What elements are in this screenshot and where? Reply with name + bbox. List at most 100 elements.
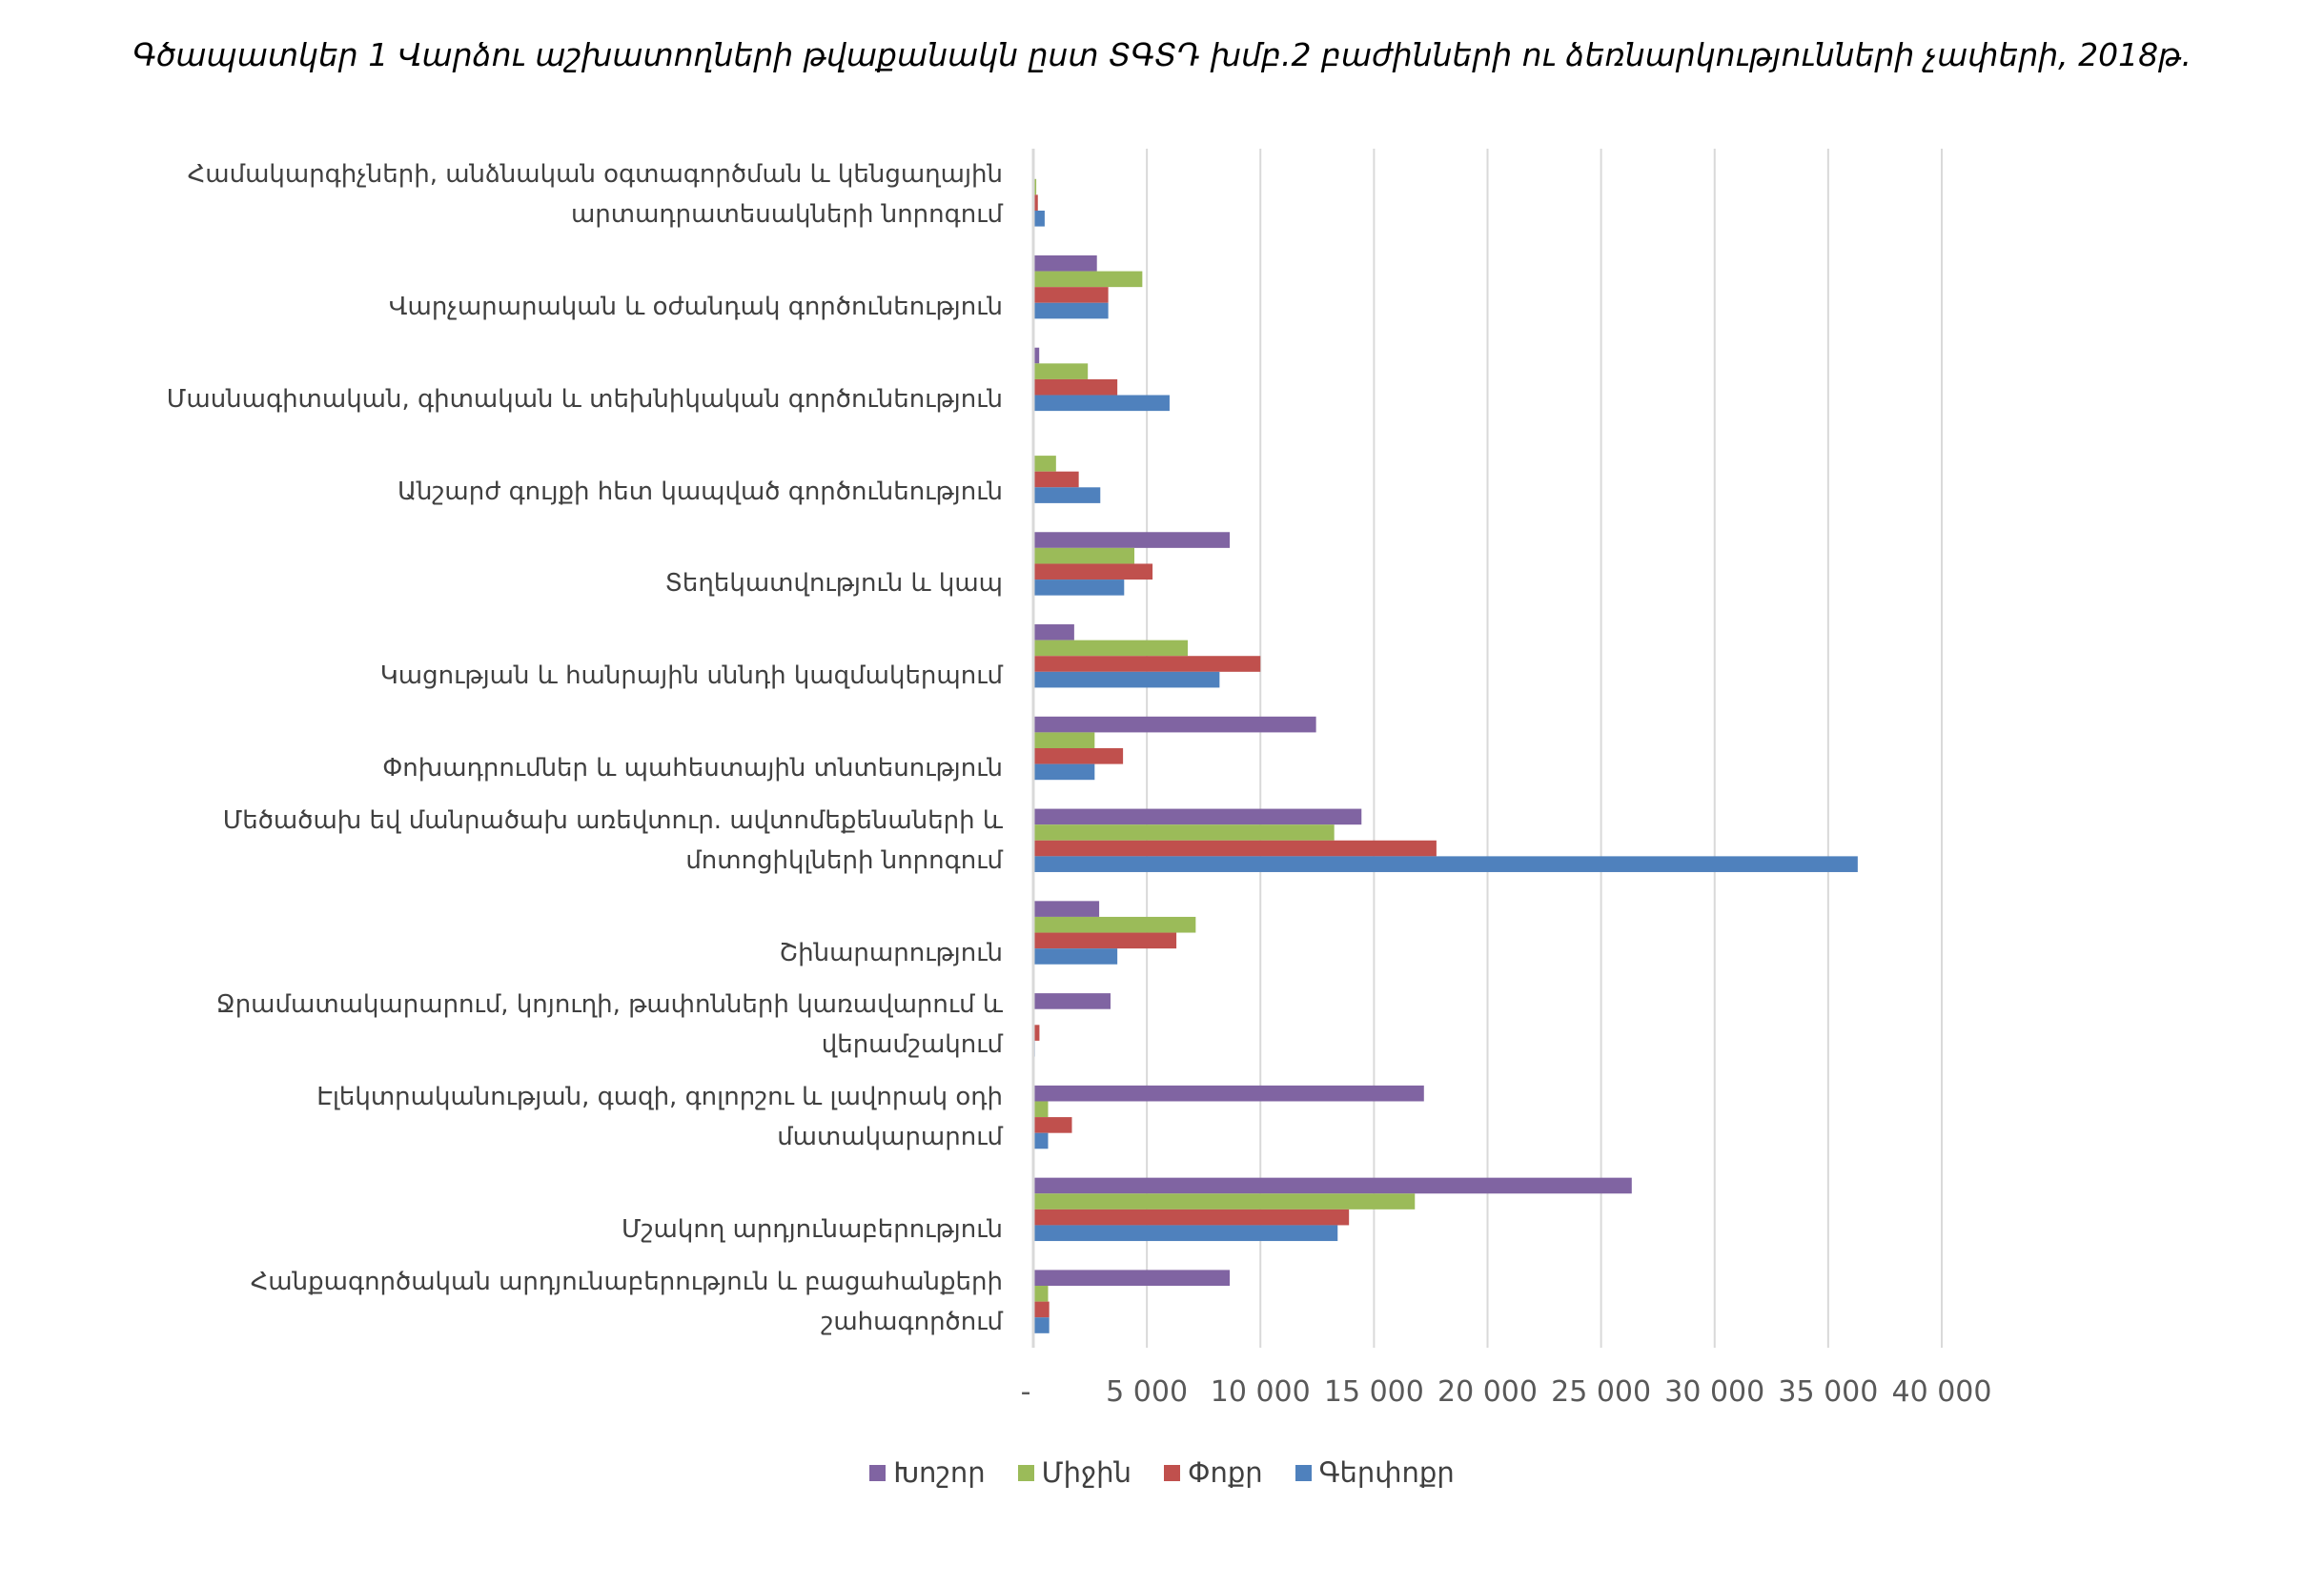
- category-label-line: մատակարարում: [777, 1123, 1003, 1152]
- category-label: Վարչարարական և օժանդակ գործունեություն: [50, 247, 1003, 327]
- x-tick-label: -: [1020, 1375, 1031, 1409]
- legend-label: Փոքր: [1187, 1456, 1263, 1489]
- bar-4: [1033, 1132, 1049, 1149]
- x-tick-label: 10 000: [1210, 1375, 1311, 1409]
- x-tick-label: 5 000: [1106, 1375, 1189, 1409]
- category-label-line: Ջրամատակարարում, կոյուղի, թափոնների կառա…: [215, 990, 1003, 1020]
- bar-1: [1033, 808, 1362, 825]
- bar-2: [1033, 456, 1056, 472]
- bar-1: [1033, 716, 1316, 733]
- legend-item: Փոքր: [1163, 1456, 1263, 1489]
- x-tick-label: 35 000: [1778, 1375, 1879, 1409]
- bar-2: [1033, 271, 1143, 288]
- bar-1: [1033, 532, 1231, 548]
- category-label-line: Անշարժ գույքի հետ կապված գործունեություն: [398, 477, 1003, 506]
- bar-1: [1033, 624, 1074, 640]
- category-label-line: Վարչարարական և օժանդակ գործունեություն: [388, 293, 1003, 322]
- category-label-line: Փոխադրումներ և պահեստային տնտեսություն: [382, 754, 1003, 783]
- bar-2: [1033, 1286, 1049, 1302]
- category-label-line: արտադրատեսակների նորոգում: [570, 200, 1003, 230]
- category-label-line: Մշակող արդյունաբերություն: [622, 1214, 1003, 1244]
- category-label-line: շահագործում: [821, 1307, 1003, 1336]
- category-label: Փոխադրումներ և պահեստային տնտեսություն: [50, 708, 1003, 788]
- bar-3: [1033, 563, 1153, 580]
- legend-label: Միջին: [1041, 1456, 1131, 1489]
- category-label-line: վերամշակում: [821, 1030, 1003, 1060]
- category-group: [1033, 901, 1196, 965]
- category-group: [1033, 993, 1111, 1057]
- category-label: Մասնագիտական, գիտական և տեխնիկական գործո…: [50, 339, 1003, 419]
- legend: Խոշոր Միջին Փոքր Գերփոքր: [0, 1456, 2324, 1489]
- x-tick-label: 25 000: [1551, 1375, 1652, 1409]
- category-group: [1033, 624, 1261, 688]
- bar-3: [1033, 194, 1038, 211]
- bar-1: [1033, 1177, 1632, 1194]
- category-label-line: Մասնագիտական, գիտական և տեխնիկական գործո…: [166, 384, 1003, 414]
- bar-3: [1033, 1117, 1072, 1133]
- bar-1: [1033, 993, 1111, 1009]
- legend-label: Գերփոքր: [1318, 1456, 1455, 1489]
- legend-swatch-icon: [1017, 1464, 1034, 1481]
- bar-3: [1033, 932, 1177, 949]
- x-tick-label: 20 000: [1437, 1375, 1538, 1409]
- category-label: Տեղեկատվություն և կապ: [50, 523, 1003, 603]
- category-label-line: Էլեկտրականության, գազի, գոլորշու և լավոր…: [316, 1083, 1003, 1112]
- category-label-line: Հանքագործական արդյունաբերություն և բացահ…: [250, 1267, 1003, 1296]
- bar-2: [1033, 178, 1037, 195]
- legend-item: Գերփոքր: [1295, 1456, 1455, 1489]
- bar-4: [1033, 302, 1109, 319]
- category-label-line: Կացության և հանրային սննդի կազմակերպում: [379, 661, 1003, 691]
- category-label-line: Տեղեկատվություն և կապ: [664, 569, 1003, 599]
- category-label: Մեծածախ եվ մանրածախ առեվտուր. ավտոմեքենա…: [50, 801, 1003, 881]
- bar-4: [1033, 1225, 1338, 1242]
- category-label: Համակարգիչների, անձնական օգտագործման և կ…: [50, 154, 1003, 234]
- category-label: Էլեկտրականության, գազի, գոլորշու և լավոր…: [50, 1077, 1003, 1157]
- bar-3: [1033, 1301, 1050, 1318]
- category-group: [1033, 1085, 1424, 1149]
- bar-3: [1033, 471, 1079, 488]
- legend-item: Խոշոր: [869, 1456, 986, 1489]
- x-tick-label: 15 000: [1323, 1375, 1424, 1409]
- bar-3: [1033, 378, 1118, 396]
- category-label-line: մոտոցիկլների նորոգում: [685, 845, 1003, 875]
- legend-item: Միջին: [1017, 1456, 1131, 1489]
- legend-swatch-icon: [1163, 1464, 1180, 1481]
- bar-3: [1033, 1209, 1350, 1226]
- bar-4: [1033, 210, 1045, 227]
- chart-title: Գծապատկեր 1 Վարձու աշխատողների թվաքանակն…: [133, 36, 2191, 73]
- bar-4: [1033, 856, 1858, 872]
- bar-2: [1033, 824, 1335, 841]
- bar-1: [1033, 1085, 1424, 1102]
- bar-4: [1033, 671, 1220, 688]
- bar-3: [1033, 748, 1124, 764]
- bar-3: [1033, 287, 1109, 303]
- bar-4: [1033, 948, 1118, 965]
- category-group: [1033, 1270, 1231, 1333]
- bar-4: [1033, 1317, 1050, 1333]
- bar-4: [1033, 395, 1170, 412]
- legend-swatch-icon: [1295, 1464, 1312, 1481]
- category-group: [1033, 347, 1170, 412]
- bar-2: [1033, 363, 1089, 379]
- category-label: Մշակող արդյունաբերություն: [50, 1169, 1003, 1250]
- x-tick-label: 40 000: [1891, 1375, 1992, 1409]
- bar-1: [1033, 254, 1097, 272]
- x-tick-label: 30 000: [1664, 1375, 1765, 1409]
- category-group: [1033, 178, 1045, 227]
- legend-swatch-icon: [869, 1464, 887, 1481]
- category-label-line: Շինարարություն: [779, 938, 1003, 967]
- category-group: [1033, 532, 1231, 596]
- bar-2: [1033, 1193, 1416, 1210]
- bar-4: [1033, 487, 1101, 503]
- bar-4: [1033, 580, 1125, 596]
- bar-3: [1033, 1025, 1040, 1041]
- bar-3: [1033, 656, 1261, 672]
- bar-4: [1033, 763, 1095, 781]
- category-label-line: Համակարգիչների, անձնական օգտագործման և կ…: [187, 160, 1003, 190]
- category-label: Անշարժ գույքի հետ կապված գործունեություն: [50, 432, 1003, 512]
- bar-2: [1033, 547, 1135, 564]
- bar-2: [1033, 1101, 1049, 1118]
- category-group: [1033, 808, 1858, 872]
- category-group: [1033, 456, 1101, 503]
